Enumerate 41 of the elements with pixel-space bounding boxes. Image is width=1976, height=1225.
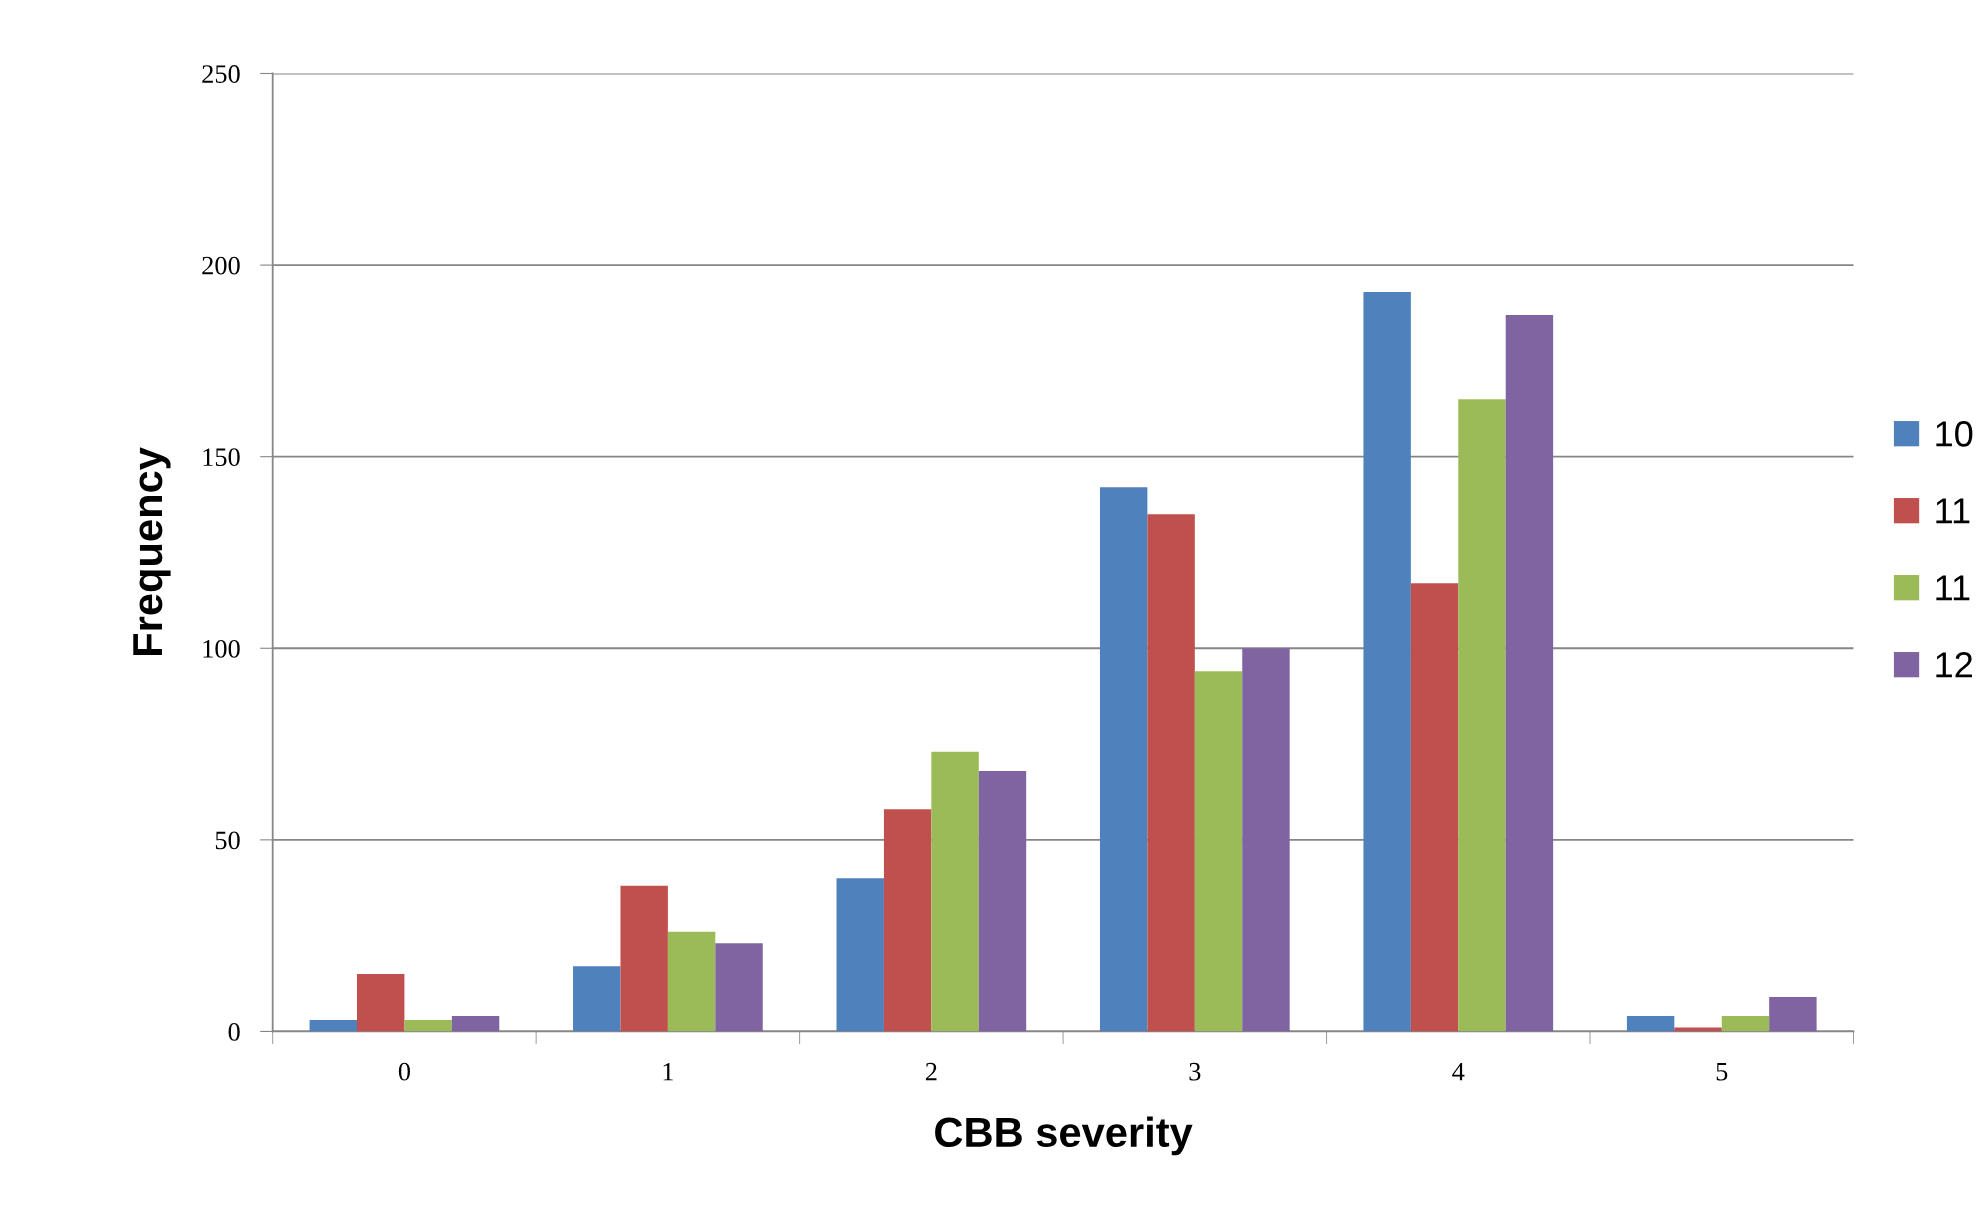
y-tick-label: 100 (203, 639, 240, 658)
y-axis-title: Frequency (133, 447, 171, 656)
y-tick-label: 50 (215, 831, 240, 850)
bar (836, 878, 884, 1032)
legend-label: 12 (1936, 652, 1972, 678)
bar (1505, 314, 1554, 1032)
bar (715, 943, 763, 1032)
bar (1194, 671, 1243, 1032)
x-tick-label: 4 (1452, 1062, 1465, 1081)
bar (620, 885, 668, 1032)
bar (573, 966, 621, 1032)
bar (1099, 487, 1148, 1032)
bar (1410, 583, 1459, 1032)
x-tick-label: 3 (1189, 1062, 1201, 1081)
bar (451, 1016, 500, 1032)
y-tick-label: 150 (203, 448, 240, 467)
bar (667, 931, 716, 1032)
bar (1626, 1016, 1675, 1032)
x-tick-label: 0 (398, 1062, 411, 1081)
bar (309, 1019, 357, 1032)
y-tick-label: 250 (202, 65, 240, 83)
bar (357, 973, 405, 1032)
legend-label: 11 (1936, 498, 1970, 524)
bar (978, 770, 1027, 1032)
x-tick-label: 5 (1716, 1063, 1728, 1081)
bar (1458, 399, 1506, 1032)
legend-label: 11 (1936, 575, 1970, 601)
bar (931, 751, 979, 1032)
bar (1147, 514, 1195, 1032)
legend-label: 10 (1936, 421, 1973, 447)
x-axis-title: CBB severity (935, 1116, 1193, 1156)
x-tick-label: 2 (925, 1062, 937, 1081)
bar (404, 1019, 452, 1032)
x-tick-label: 1 (663, 1062, 673, 1081)
bar (883, 809, 932, 1032)
bar (1242, 648, 1290, 1032)
y-tick-label: 200 (202, 256, 240, 275)
bar (1769, 996, 1817, 1032)
bar (1363, 291, 1411, 1032)
bar (1721, 1016, 1770, 1032)
y-tick-label: 0 (228, 1023, 240, 1041)
